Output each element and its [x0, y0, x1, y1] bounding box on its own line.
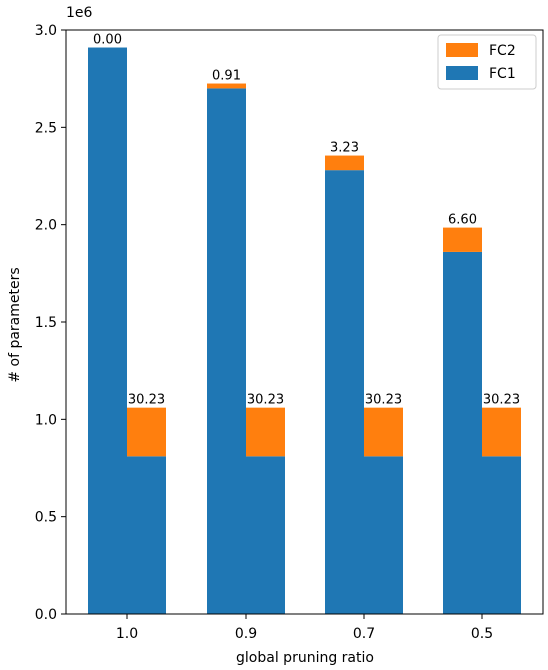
bar-data-label: 0.91 [212, 69, 241, 84]
bar-fc2-g1-0.9 [207, 83, 246, 89]
bars-layer [88, 47, 521, 615]
y-tick-label: 2.0 [35, 218, 57, 234]
bar-fc2-g2-0.9 [246, 407, 285, 457]
x-axis-label: global pruning ratio [236, 650, 374, 666]
x-tick-label: 0.5 [471, 626, 493, 642]
bar-fc1-g2-0.7 [364, 456, 403, 614]
bar-data-label: 30.23 [365, 393, 402, 408]
x-tick-label: 1.0 [116, 626, 138, 642]
y-tick-label: 0.5 [35, 510, 57, 526]
bar-fc1-g2-1.0 [127, 456, 166, 614]
bar-fc1-g1-0.5 [443, 251, 482, 615]
legend-swatch-fc2 [446, 43, 478, 57]
y-tick-label: 1.5 [35, 315, 57, 331]
bar-labels-layer: 0.00 0.91 3.23 6.60 30.23 30.23 30.23 30.23 [93, 33, 520, 408]
y-tick-label: 1.0 [35, 412, 57, 428]
bar-fc1-g1-0.9 [207, 88, 246, 614]
bar-data-label: 30.23 [128, 393, 165, 408]
y-tick-label: 0.0 [35, 607, 57, 623]
bar-data-label: 30.23 [483, 393, 520, 408]
bar-data-label: 3.23 [330, 141, 359, 156]
bar-fc1-g1-0.7 [325, 170, 364, 614]
bar-fc1-g2-0.9 [246, 456, 285, 614]
bar-fc2-g2-0.5 [482, 407, 521, 457]
y-tick-label: 2.5 [35, 120, 57, 136]
axes-layer: 0.0 0.5 1.0 1.5 2.0 2.5 3.0 1.0 0.9 0.7 0.5 [35, 23, 544, 642]
legend-label-fc1: FC1 [489, 66, 516, 82]
y-tick-label: 3.0 [35, 23, 57, 39]
bar-fc1-g1-1.0 [88, 47, 127, 614]
x-tick-label: 0.9 [235, 626, 257, 642]
legend-label-fc2: FC2 [489, 43, 516, 59]
bar-data-label: 0.00 [93, 33, 122, 48]
bar-fc2-g1-0.5 [443, 227, 482, 252]
x-tick-label: 0.7 [353, 626, 375, 642]
y-offset-label: 1e6 [66, 5, 93, 21]
bar-data-label: 6.60 [448, 213, 477, 228]
bar-fc2-g2-0.7 [364, 407, 403, 457]
bar-data-label: 30.23 [247, 393, 284, 408]
bar-fc2-g1-0.7 [325, 155, 364, 171]
legend-swatch-fc1 [446, 66, 478, 80]
y-axis-label: # of parameters [7, 267, 23, 382]
bar-fc1-g2-0.5 [482, 456, 521, 614]
bar-fc2-g2-1.0 [127, 407, 166, 457]
